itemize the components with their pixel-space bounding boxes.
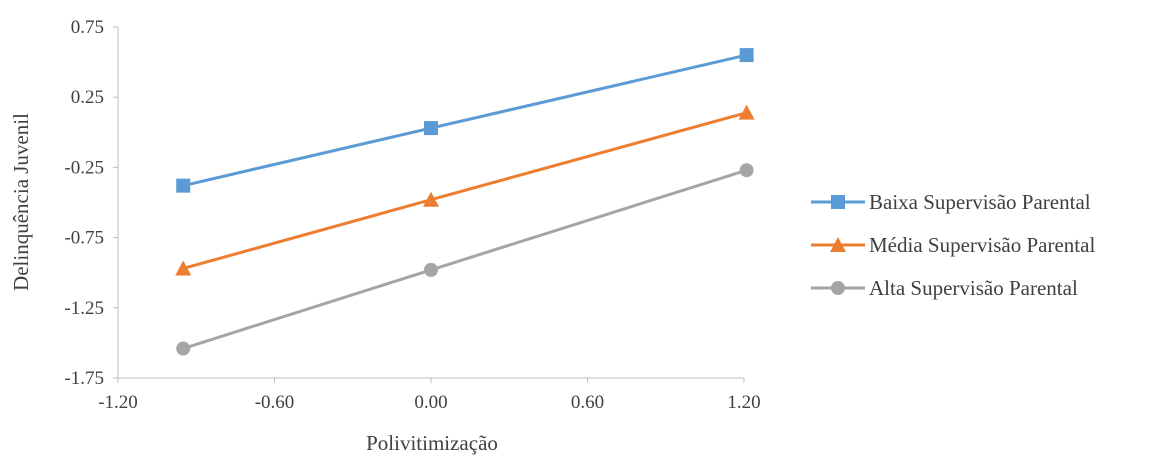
x-tick-label: 0.60 [571,392,604,413]
series-1 [176,48,754,193]
data-point-circle [424,262,438,277]
legend-item: Alta Supervisão Parental [811,276,1078,300]
series-line [182,53,747,188]
legend-label: Média Supervisão Parental [869,233,1095,257]
data-point-triangle [738,104,755,120]
legend-item: Média Supervisão Parental [811,233,1095,257]
y-tick-label: -0.25 [64,157,104,178]
series-2 [175,104,755,276]
legend-label: Alta Supervisão Parental [869,276,1078,300]
plot-series [175,48,755,356]
legend-label: Baixa Supervisão Parental [869,190,1091,214]
x-tick-label: 1.20 [727,392,760,413]
legend: Baixa Supervisão Parental Média Supervisã… [811,190,1095,300]
series-3 [176,163,754,356]
legend-marker-square [831,195,845,209]
axes: 0.75 0.25 -0.25 -0.75 -1.25 -1.75 -1.20 -0.60 0.… [64,17,760,413]
legend-item: Baixa Supervisão Parental [811,190,1091,214]
data-point-square [176,178,191,193]
y-tick-label: -1.25 [64,298,104,319]
data-point-triangle [175,260,192,276]
x-tick-label: 0.00 [414,392,447,413]
data-point-circle [176,341,191,356]
data-point-square [424,121,438,136]
legend-marker-triangle [830,237,846,252]
y-tick-label: -1.75 [64,368,104,389]
y-axis-title: Delinquência Juvenil [9,113,33,291]
y-tick-label: 0.75 [71,17,104,38]
x-axis-title: Polivitimização [366,431,498,455]
data-point-triangle [423,191,439,207]
series-line [182,111,748,270]
x-tick-label: -0.60 [255,392,295,413]
y-tick-label: 0.25 [71,87,104,108]
series-line [182,168,748,350]
y-tick-label: -0.75 [64,228,104,249]
data-point-circle [739,163,754,178]
x-tick-label: -1.20 [98,392,138,413]
legend-marker-circle [831,281,845,295]
data-point-square [739,48,754,63]
